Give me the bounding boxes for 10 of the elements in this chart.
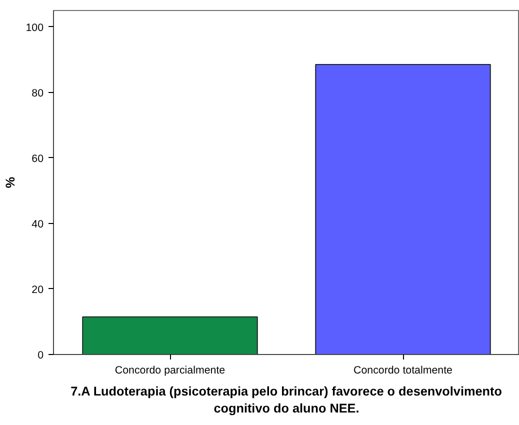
y-tick-label: 60 xyxy=(32,152,44,165)
y-tick-label: 40 xyxy=(32,218,44,230)
x-tick-label: Concordo totalmente xyxy=(354,364,453,376)
x-axis-title: 7.A Ludoterapia (psicoterapia pelo brincar) favorece o desenvolvimento cognitivo do aluno NEE. xyxy=(70,384,502,416)
y-tick-label: 80 xyxy=(32,87,44,100)
x-tick-label: Concordo parcialmente xyxy=(114,364,226,376)
y-tick-label: 100 xyxy=(26,22,44,34)
y-axis-title: % xyxy=(4,176,18,188)
y-tick-label: 20 xyxy=(32,284,44,296)
y-tick-label: 0 xyxy=(38,350,44,362)
